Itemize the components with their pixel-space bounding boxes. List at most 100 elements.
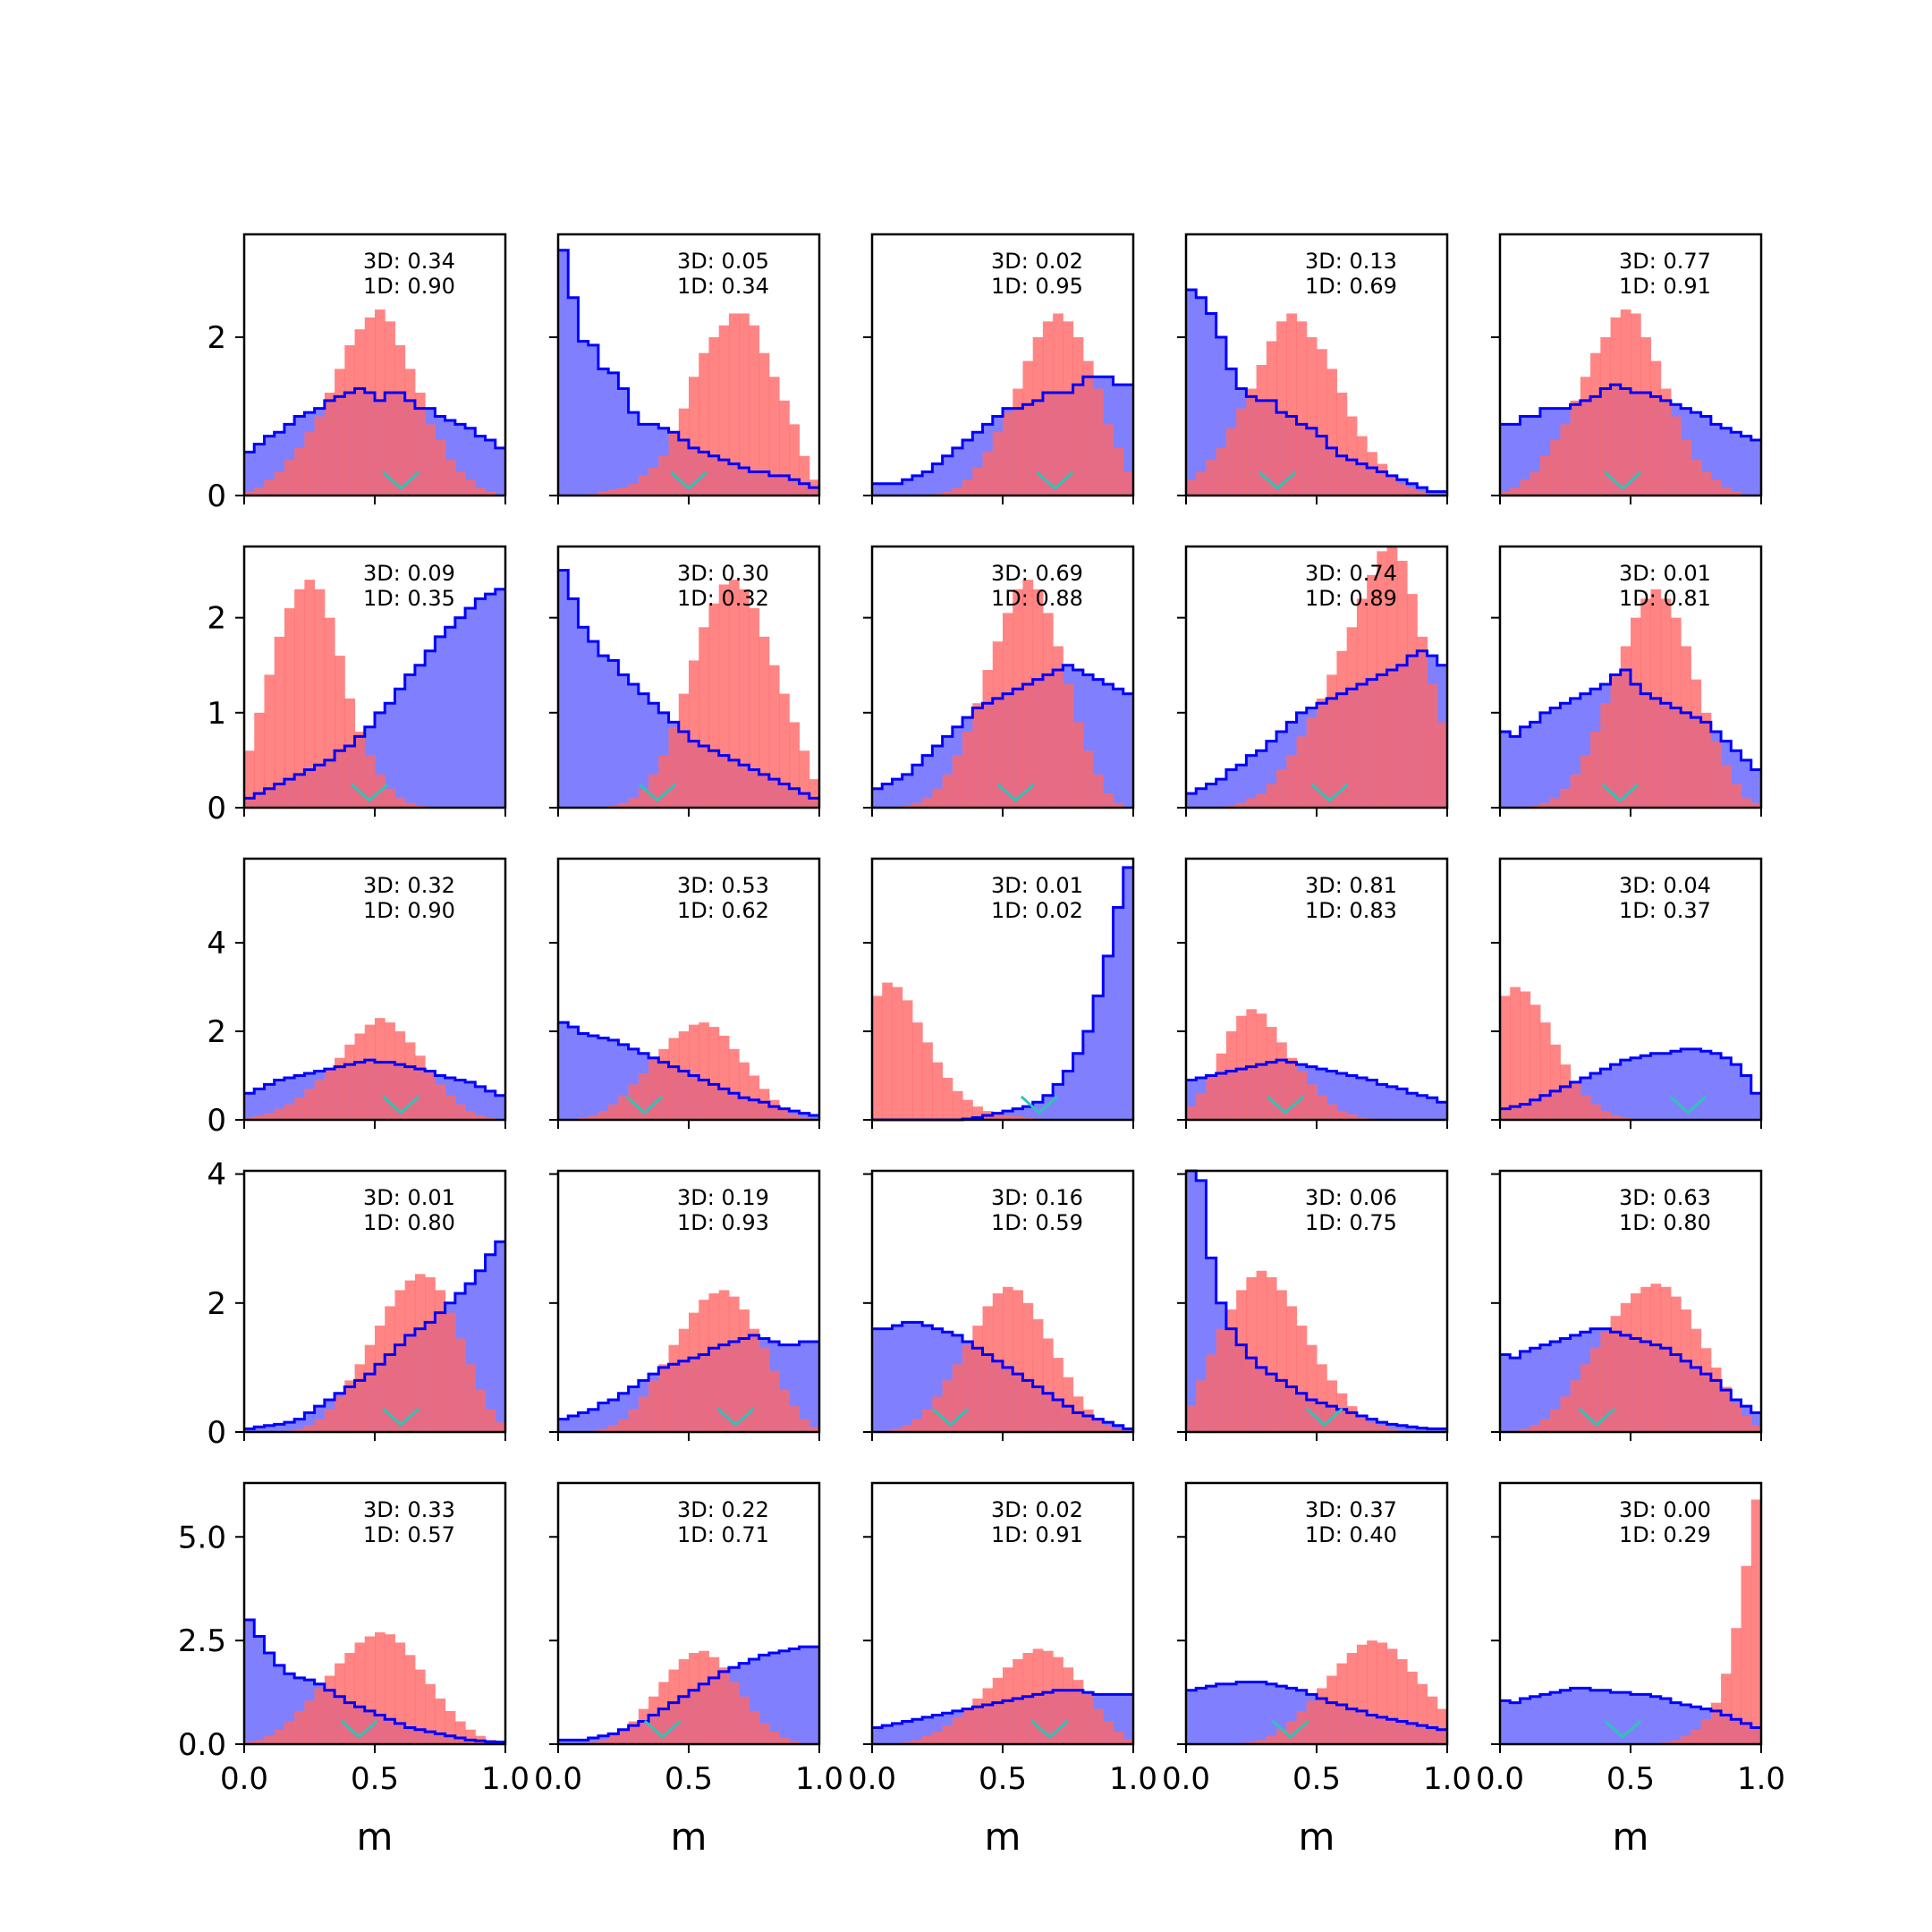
label-3d: 3D: 0.77 <box>1619 249 1711 274</box>
red-histogram-bar <box>294 589 305 808</box>
red-histogram-bar <box>1530 1425 1541 1432</box>
red-histogram-bar <box>485 1409 496 1432</box>
red-histogram-bar <box>445 460 456 496</box>
blue-histogram-step <box>1500 1686 1761 1729</box>
y-tick-label: 5.0 <box>178 1520 226 1555</box>
blue-histogram-step <box>1500 383 1761 442</box>
red-histogram-bar <box>658 1682 670 1744</box>
red-histogram-bar <box>1741 1565 1752 1744</box>
v-marker <box>625 1095 664 1115</box>
red-histogram-bar <box>728 1682 740 1744</box>
y-tick-label: 2 <box>207 1286 226 1322</box>
y-tick-label: 2 <box>207 320 226 356</box>
red-histogram-bar <box>668 432 680 496</box>
v-marker <box>1604 470 1642 491</box>
red-histogram-bar <box>749 1710 760 1744</box>
red-histogram-bar <box>1610 317 1622 496</box>
red-histogram-bar <box>414 392 426 496</box>
red-histogram-bar <box>1580 1095 1591 1120</box>
red-histogram-bar <box>1072 337 1084 496</box>
red-histogram-bar <box>728 313 740 496</box>
v-marker <box>382 470 420 491</box>
red-histogram-bar <box>465 1364 476 1432</box>
red-histogram-bar <box>1377 551 1388 808</box>
red-histogram-bar <box>618 1095 630 1120</box>
red-histogram-bar <box>1276 1729 1287 1744</box>
red-histogram-bar <box>1032 1318 1044 1432</box>
red-histogram-bar <box>1520 479 1531 496</box>
label-3d: 3D: 0.01 <box>363 1185 455 1210</box>
red-histogram-bar <box>264 674 275 808</box>
v-marker <box>382 1095 420 1115</box>
red-histogram-bar <box>1539 1022 1551 1120</box>
red-histogram-bar <box>385 1634 395 1744</box>
blue-histogram-step <box>1186 649 1447 795</box>
red-histogram-bar <box>809 1427 820 1432</box>
red-histogram-bar <box>1570 1380 1581 1432</box>
red-histogram-bar <box>1022 360 1034 496</box>
red-histogram-bar <box>284 460 295 496</box>
red-histogram-bar <box>1206 460 1217 496</box>
red-histogram-bar <box>1093 774 1104 808</box>
y-tick-label: 0 <box>207 1415 226 1451</box>
red-histogram-bar <box>1731 491 1742 496</box>
red-histogram-bar <box>1721 487 1732 496</box>
red-histogram-bar <box>952 755 963 808</box>
red-histogram-bar <box>1256 793 1267 808</box>
red-histogram-bar <box>1690 460 1702 496</box>
label-1d: 1D: 0.29 <box>1619 1522 1711 1547</box>
red-histogram-bar <box>1336 1111 1348 1120</box>
red-histogram-bar <box>1093 1419 1104 1432</box>
red-histogram-bar <box>454 1104 466 1120</box>
label-1d: 1D: 0.91 <box>991 1522 1083 1547</box>
red-histogram-bar <box>1356 1117 1368 1120</box>
red-histogram-bar <box>638 1396 649 1432</box>
red-histogram-bar <box>1286 1057 1298 1120</box>
label-3d: 3D: 0.69 <box>991 561 1083 586</box>
red-histogram-bar <box>1346 1653 1358 1744</box>
red-histogram-bar <box>1266 784 1277 808</box>
red-histogram-bar <box>872 996 883 1120</box>
red-histogram-bar <box>972 1699 984 1744</box>
v-marker <box>638 783 676 803</box>
red-histogram-bar <box>708 1292 720 1432</box>
blue-histogram-step <box>244 588 505 800</box>
red-histogram-bar <box>739 1309 750 1432</box>
red-histogram-bar <box>1407 1671 1418 1744</box>
red-histogram-bar <box>264 479 275 496</box>
x-axis-label: m <box>1299 1815 1335 1859</box>
red-histogram-bar <box>992 641 1004 808</box>
blue-histogram-step <box>558 1021 819 1117</box>
red-histogram-bar <box>1386 475 1398 496</box>
red-histogram-bar <box>768 1099 780 1120</box>
v-marker <box>1020 1095 1058 1115</box>
red-histogram-bar <box>1113 1428 1124 1432</box>
blue-histogram-step <box>1186 288 1447 494</box>
blue-histogram-step <box>244 1058 505 1097</box>
red-histogram-bar <box>1640 1286 1651 1432</box>
red-histogram-bar <box>628 483 640 496</box>
red-histogram-bar <box>758 352 770 496</box>
red-histogram-bar <box>749 1075 760 1120</box>
label-1d: 1D: 0.40 <box>1305 1522 1397 1547</box>
red-histogram-bar <box>1053 313 1063 496</box>
label-3d: 3D: 0.05 <box>677 249 769 274</box>
red-histogram-bar <box>1386 1428 1398 1432</box>
red-histogram-bar <box>758 1723 770 1744</box>
red-histogram-bar <box>304 1700 316 1744</box>
red-histogram-bar <box>1570 400 1581 496</box>
red-histogram-bar <box>1123 471 1134 496</box>
red-histogram-bar <box>254 712 265 808</box>
red-histogram-bar <box>254 1740 265 1744</box>
red-histogram-bar <box>1072 722 1084 808</box>
red-histogram-bar <box>335 656 345 808</box>
red-histogram-bar <box>768 665 780 808</box>
v-marker <box>996 783 1035 803</box>
label-3d: 3D: 0.06 <box>1305 1185 1397 1210</box>
red-histogram-bar <box>1500 491 1511 496</box>
red-histogram-bar <box>972 1326 984 1432</box>
x-tick-label: 0.5 <box>1292 1761 1341 1797</box>
